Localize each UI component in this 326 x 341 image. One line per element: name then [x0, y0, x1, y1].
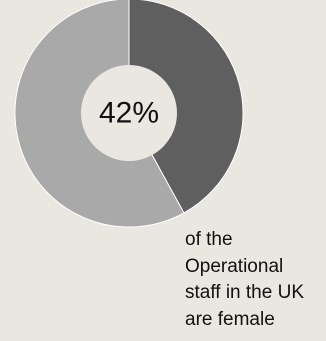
donut-slice-female — [128, 0, 244, 214]
caption-text: of the Operational staff in the UK are f… — [185, 227, 320, 333]
caption-line: staff in the UK — [185, 282, 304, 303]
donut-hole — [81, 65, 177, 161]
caption-line: are female — [185, 308, 275, 330]
caption-line: Operational — [185, 255, 284, 277]
caption-line: of the — [185, 229, 233, 250]
center-percentage-label: 42% — [99, 97, 159, 130]
